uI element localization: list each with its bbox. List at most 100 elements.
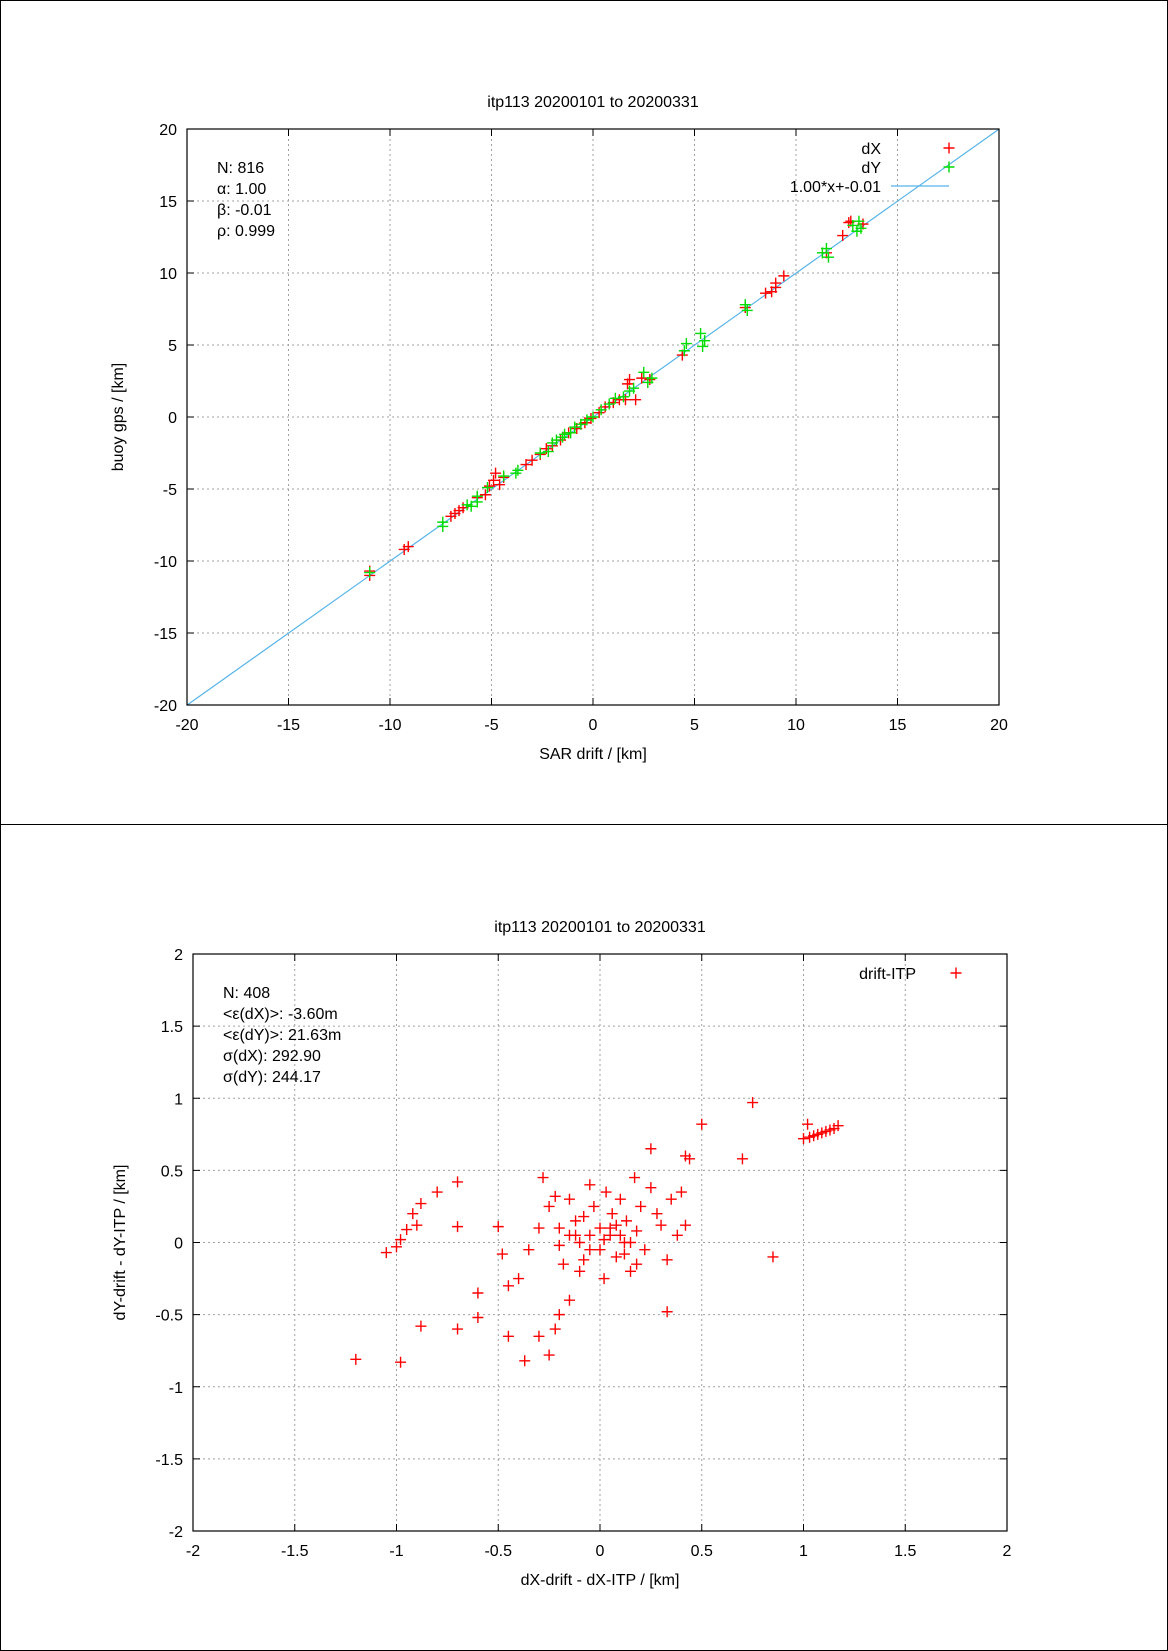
data-point xyxy=(543,1200,555,1212)
y-tick-label: 1 xyxy=(174,1091,183,1108)
data-point xyxy=(628,382,640,394)
x-tick-label: 15 xyxy=(889,717,907,734)
data-point xyxy=(603,398,615,410)
data-point xyxy=(697,340,709,352)
data-point xyxy=(569,421,581,433)
data-point xyxy=(625,1237,637,1248)
data-point xyxy=(604,1222,616,1234)
data-point xyxy=(610,1251,622,1263)
plot-frame xyxy=(192,953,1008,1532)
data-point xyxy=(635,1200,647,1212)
data-point xyxy=(631,1225,643,1237)
data-point xyxy=(557,1258,569,1270)
y-tick-label: -0.5 xyxy=(155,1308,183,1325)
data-point xyxy=(574,1237,586,1248)
legend-label: drift-ITP xyxy=(859,966,916,983)
stats-line: <ε(dY)>: 21.63m xyxy=(223,1027,341,1044)
stats-line: σ(dX): 292.90 xyxy=(223,1048,321,1065)
data-point xyxy=(655,1219,667,1231)
data-point xyxy=(594,1244,606,1256)
data-point xyxy=(695,327,707,339)
y-tick-label: 15 xyxy=(159,194,177,211)
data-point xyxy=(620,1215,632,1227)
data-point xyxy=(598,1273,610,1285)
data-point xyxy=(665,1193,677,1205)
x-tick-label: -5 xyxy=(484,717,498,734)
data-point xyxy=(610,1219,622,1231)
data-point xyxy=(565,427,577,439)
x-tick-label: 10 xyxy=(787,717,805,734)
data-point xyxy=(636,372,648,384)
data-point xyxy=(600,1186,612,1198)
y-tick-label: 5 xyxy=(168,338,177,355)
x-tick-label: 0.5 xyxy=(691,1543,713,1560)
data-point xyxy=(625,1265,637,1277)
data-point xyxy=(472,1287,484,1299)
data-point xyxy=(415,1320,427,1332)
data-point xyxy=(542,446,554,458)
data-point xyxy=(678,345,690,357)
x-tick-label: 5 xyxy=(690,717,699,734)
data-point xyxy=(820,243,832,255)
data-point xyxy=(699,335,711,347)
scatter-chart-2: -2 -1.5 -1 -0.5 0 0.5 1 1.5 2 -2 -1.5 -1 -0.5 0 0.5 1 1.… xyxy=(112,919,1012,1589)
data-point xyxy=(553,1222,565,1234)
data-point xyxy=(550,434,562,446)
x-tick-label: 2 xyxy=(1003,1543,1012,1560)
data-point xyxy=(534,447,546,459)
x-axis-label: dX-drift - dX-ITP / [km] xyxy=(521,1572,680,1589)
data-point xyxy=(533,1330,545,1342)
stats-line: ρ: 0.999 xyxy=(217,223,275,240)
scatter-panel-1: -20 -15 -10 -5 0 5 10 15 20 -20 -15 -10 -5 0 5 10 15 20 it… xyxy=(0,0,1168,825)
legend-marker xyxy=(943,161,955,173)
data-point xyxy=(661,1254,673,1266)
y-tick-label: -15 xyxy=(154,626,177,643)
data-point xyxy=(619,394,631,406)
data-point xyxy=(520,459,532,471)
data-point xyxy=(639,1244,651,1256)
y-tick-label: -1 xyxy=(169,1380,183,1397)
stats-line: β: -0.01 xyxy=(217,202,272,219)
data-point xyxy=(837,230,849,242)
data-point xyxy=(770,277,782,289)
data-point xyxy=(630,394,642,406)
data-point xyxy=(631,1258,643,1270)
data-point xyxy=(739,299,751,311)
data-point xyxy=(638,366,650,378)
data-point xyxy=(526,454,538,466)
data-point xyxy=(584,1244,596,1256)
data-point xyxy=(549,1190,561,1202)
data-point xyxy=(563,1294,575,1306)
data-point xyxy=(741,304,753,316)
data-point xyxy=(483,480,495,492)
data-point xyxy=(855,222,867,234)
data-point xyxy=(481,482,493,494)
data-point xyxy=(675,1186,687,1198)
data-point xyxy=(465,500,477,512)
data-point xyxy=(533,1222,545,1234)
y-tick-label: 0 xyxy=(168,410,177,427)
x-tick-label: -2 xyxy=(186,1543,200,1560)
legend-marker xyxy=(943,142,955,154)
data-point xyxy=(847,219,859,231)
x-tick-label: -1 xyxy=(389,1543,403,1560)
data-point xyxy=(684,1153,696,1165)
data-point xyxy=(609,392,621,404)
data-point xyxy=(614,1193,626,1205)
data-point xyxy=(452,1176,464,1188)
data-point xyxy=(760,287,772,299)
legend-label: dY xyxy=(861,160,881,177)
data-point xyxy=(452,1323,464,1335)
data-point xyxy=(747,1097,759,1109)
data-point xyxy=(553,1239,565,1251)
y-tick-label: -20 xyxy=(154,698,177,715)
x-tick-label: -20 xyxy=(175,717,198,734)
data-point xyxy=(575,418,587,430)
data-point xyxy=(402,541,414,553)
data-point xyxy=(549,1323,561,1335)
data-point xyxy=(512,464,524,476)
data-point xyxy=(411,1219,423,1231)
data-point xyxy=(502,1280,514,1292)
data-point xyxy=(513,1273,525,1285)
chart-title: itp113 20200101 to 20200331 xyxy=(494,919,706,936)
